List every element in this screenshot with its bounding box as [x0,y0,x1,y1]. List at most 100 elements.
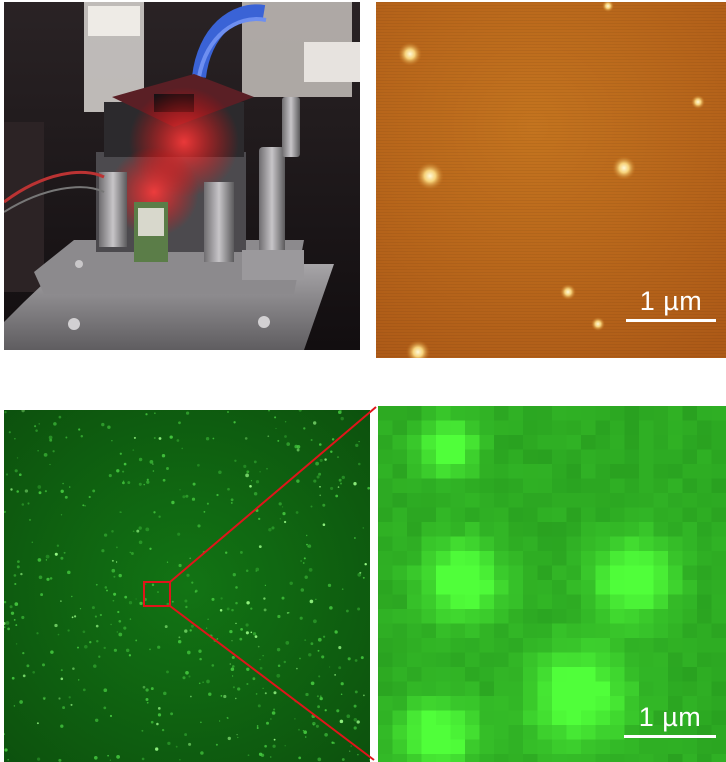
fluorescent-spot [334,674,336,676]
zoom-pixel [581,507,596,523]
zoom-pixel [392,594,408,610]
afm-particle [416,162,444,190]
afm-particle [612,156,636,180]
zoom-pixel [465,420,480,436]
zoom-pixel [479,739,495,755]
zoom-pixel [610,754,625,762]
zoom-pixel [392,739,408,755]
fluorescent-spot [274,416,277,419]
fluorescent-spot [4,622,6,625]
fluorescent-spot [341,475,345,480]
zoom-pixel [682,551,698,566]
zoom-pixel [378,435,393,450]
zoom-pixel [682,696,698,711]
fluorescent-spot [219,609,223,612]
zoom-pixel [407,478,422,494]
fluorescent-spot [211,597,215,601]
fluorescent-spot [273,691,277,695]
fluorescent-spot [123,462,127,466]
fluorescent-spot [141,757,145,761]
zoom-pixel [595,420,611,436]
zoom-pixel [639,754,654,762]
zoom-pixel [494,551,509,566]
zoom-pixel [668,435,683,450]
fluorescent-spot [166,467,169,470]
fluorescent-spot [177,532,181,536]
zoom-pixel [436,551,451,566]
fluorescent-spot [353,482,357,486]
zoom-pixel [552,609,567,624]
fluorescent-spot [335,494,339,498]
zoom-pixel [711,667,726,682]
zoom-pixel [653,652,669,668]
fluorescent-spot [19,700,23,704]
fluorescent-spot [231,608,234,612]
zoom-pixel [624,652,640,668]
fluorescent-spot [10,488,13,491]
fluorescent-spot [24,489,29,493]
fluorescent-spot [37,757,41,761]
fluorescent-spot [289,581,293,586]
zoom-pixel [581,681,596,697]
fluorescent-spot [31,541,34,544]
fluorescent-spot [122,480,125,482]
fluorescent-spot [14,438,16,440]
zoom-pixel [595,449,611,465]
zoom-pixel [682,464,698,479]
zoom-pixel [639,449,654,465]
fluorescent-spot [317,649,320,652]
zoom-pixel [668,739,683,755]
fluorescent-spot [107,754,109,757]
fluorescent-spot [14,602,19,606]
zoom-pixel [682,478,698,494]
zoom-pixel [697,551,712,566]
zoom-pixel [436,449,451,465]
fluorescent-spot [317,705,320,709]
zoom-pixel [523,478,538,494]
zoom-pixel [624,609,640,624]
fluorescent-spot [91,606,95,610]
fluorescent-spot [232,573,236,577]
fluorescent-spot [116,469,120,473]
zoom-pixel [436,464,451,479]
zoom-pixel [610,580,625,595]
fluorescent-spot [120,511,122,513]
fluorescent-spot [8,431,11,434]
zoom-pixel [450,667,466,682]
zoom-pixel [682,435,698,450]
zoom-pixel [407,638,422,653]
zoom-pixel [595,725,611,740]
zoom-pixel [392,710,408,726]
zoom-pixel [610,522,625,537]
zoom-pixel [465,551,480,566]
zoom-pixel [595,681,611,697]
zoom-pixel [421,536,437,552]
zoom-pixel [465,464,480,479]
fluorescent-spot [64,495,68,499]
zoom-pixel [711,696,726,711]
zoom-pixel [479,551,495,566]
zoom-pixel [711,710,726,726]
zoom-pixel [450,580,466,595]
zoom-pixel [653,464,669,479]
fluorescent-spot [206,679,210,684]
fluorescent-spot [150,687,154,691]
fluorescent-spot [138,457,143,462]
fluorescent-spot [16,490,19,493]
fluorescent-spot [235,622,237,625]
zoom-pixel [392,493,408,508]
fluorescent-spot [330,450,333,453]
fluorescent-spot [253,492,258,496]
zoom-pixel [653,565,669,581]
fluorescent-spot [185,605,188,609]
zoom-pixel [421,594,437,610]
zoom-pixel [624,623,640,639]
zoom-pixel [624,464,640,479]
fluorescent-spot [123,626,127,630]
fluorescent-spot [243,464,247,468]
fluorescent-spot [230,501,233,504]
fluorescent-spot [329,666,331,668]
fluorescent-spot [205,627,208,629]
fluorescent-spot [34,425,37,428]
fluorescent-spot [324,709,327,712]
